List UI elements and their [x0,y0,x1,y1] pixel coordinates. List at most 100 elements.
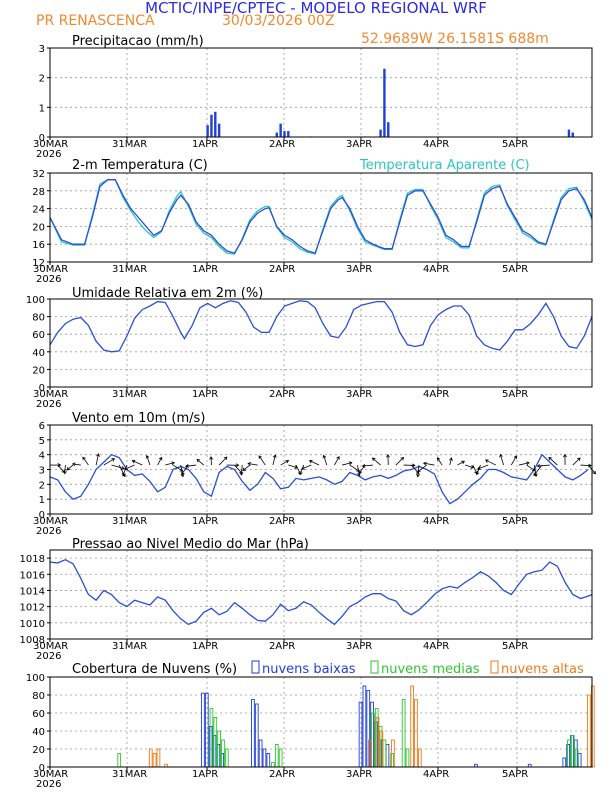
x-tick-label: 3APR [346,516,372,527]
x-year-label: 2026 [36,149,61,160]
x-tick-label: 4APR [423,516,449,527]
cloud-high-bar [410,685,414,768]
legend-swatch-high [490,660,499,674]
wind-arrow [301,464,312,470]
wind-arrow-head [63,470,67,475]
x-tick-label: 4APR [423,389,449,400]
cloud-low-bar [262,748,267,768]
y-tick-label: 3 [39,44,45,55]
cloud-mid-bar [567,739,571,768]
wind-arrow-head [181,471,185,475]
panel-frame [49,172,593,263]
x-tick-label: 3APR [346,389,372,400]
wind-arrow-head [322,454,327,459]
wind-arrow [449,457,452,466]
cloud-high-bar [587,694,591,768]
x-tick-label: 2APR [269,139,295,150]
cloud-title: Cobertura de Nuvens (%) [72,662,237,677]
x-tick-label: 3APR [346,139,372,150]
y-tick-label: 3 [39,466,45,477]
wind-arrow-head [536,464,541,468]
y-tick-label: 40 [32,348,45,359]
wind-arrow-head [422,461,427,466]
wind-arrow [64,465,66,474]
wind-arrow-head [82,456,86,461]
humidity-title: Umidade Relativa em 2m (%) [72,286,263,301]
wind-arrow-head [258,455,262,459]
wind-speed-line [49,453,589,505]
cloud-mid-bar [401,699,406,768]
cloud-low-bar [385,744,390,768]
wind-arrow [272,454,276,466]
y-tick-label: 6 [39,421,45,432]
precip-bar [214,111,217,137]
precip-bar [279,123,282,137]
y-tick-label: 0 [39,383,45,394]
wind-arrow [157,457,163,466]
wind-arrow-head [485,459,489,463]
cloud-mid-bar [224,748,229,768]
panel-frame [49,424,593,515]
wind-arrow [477,464,489,470]
y-tick-label: 20 [32,222,45,233]
x-tick-label: 30MAR [33,769,68,780]
y-tick-label: 100 [26,673,45,684]
y-tick-label: 20 [32,745,45,756]
wind-arrow-head [122,472,126,477]
x-tick-label: 1APR [192,769,218,780]
y-tick-label: 80 [32,313,45,324]
wind-arrow-head [247,462,252,466]
x-tick-label: 5APR [502,516,528,527]
x-tick-label: 2APR [269,264,295,275]
precip-bar [379,129,382,137]
wind-arrow-head [145,454,150,459]
cloud-high-bar [590,685,595,768]
wind-arrow-head [416,473,420,478]
cloud-high-bar [152,753,157,768]
y-tick-label: 2 [39,74,45,85]
wind-arrow [372,457,381,466]
wind-arrow [218,456,228,466]
wind-arrow [437,457,443,466]
wind-arrow-head [123,466,128,470]
wind-arrow-head [121,466,125,470]
wind-arrow-head [158,456,163,461]
wind-arrow-head [470,465,475,469]
wind-arrow [485,459,497,466]
wind-arrow-head [563,453,567,458]
precip-bar [387,122,390,137]
header-coords: 52.9689W 26.1581S 688m [361,31,549,47]
wind-arrow-head [131,459,136,464]
x-year-label: 2026 [36,274,61,285]
wind-arrow [72,463,81,466]
wind-arrow [124,464,135,470]
cloud-low-bar [562,757,567,768]
cloud-mid-bar [209,708,214,768]
panel-frame [49,298,593,388]
x-year-label: 2026 [36,651,61,662]
wind-arrow-head [66,466,71,471]
legend-swatch-mid [370,660,379,674]
wind-arrow [180,464,184,477]
wind-arrow-head [361,463,366,468]
wind-arrow-head [416,468,421,473]
wind-arrow-head [386,453,390,458]
wind-arrow [476,464,481,475]
x-tick-label: 5APR [502,769,528,780]
x-tick-label: 4APR [423,264,449,275]
wind-arrow-head [412,463,416,468]
x-tick-label: 2APR [269,769,295,780]
cloud-high-bar [414,699,418,768]
wind-arrow-head [301,466,305,470]
cloud-mid-bar [574,748,579,768]
precip-bar [383,68,386,137]
wind-arrow-head [577,457,581,462]
wind-arrow [518,462,530,466]
wind-arrow [280,460,289,466]
wind-arrow [510,455,517,466]
y-tick-label: 28 [32,187,45,198]
wind-arrow [242,464,251,471]
cloud-low-bar [258,739,263,768]
temperature-line [49,179,593,254]
x-tick-label: 30MAR [33,641,68,652]
